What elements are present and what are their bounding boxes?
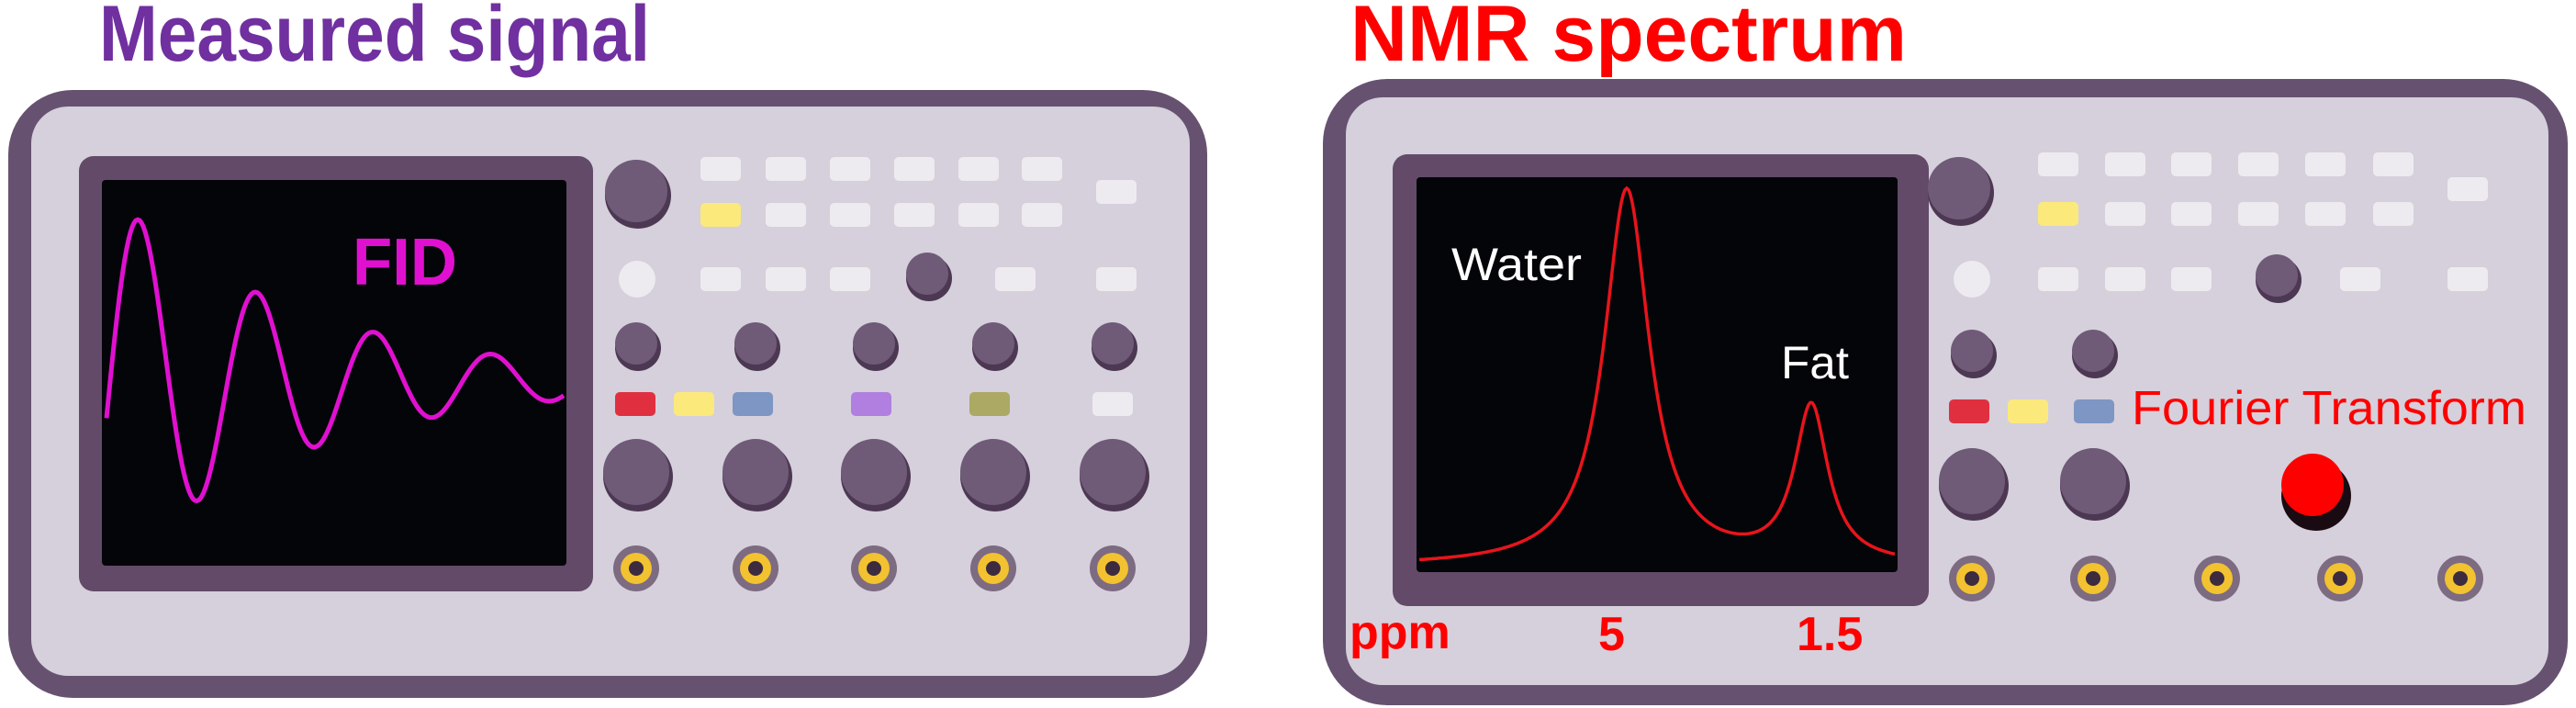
control-panel [603,157,1149,591]
indicator-key[interactable] [674,392,714,416]
panel-key[interactable] [958,157,999,181]
screen [1417,177,1898,572]
input-jack[interactable] [970,545,1016,591]
small-knob[interactable] [972,322,1018,371]
panel-key[interactable] [1096,267,1137,291]
large-knob[interactable] [841,439,911,511]
panel-key[interactable] [2447,267,2488,291]
input-jack[interactable] [2070,556,2116,601]
fid-label: FID [353,226,457,299]
fid-signal-curve [104,217,566,504]
panel-key[interactable] [830,267,870,291]
indicator-key[interactable] [969,392,1010,416]
indicator-key[interactable] [615,392,655,416]
small-knob[interactable] [734,322,780,371]
control-panel [1928,152,2488,601]
panel-key[interactable] [766,157,806,181]
nmr-spectrum-curve [1418,185,1896,562]
large-knob[interactable] [1939,448,2009,521]
panel-key[interactable] [958,203,999,227]
small-knob[interactable] [2072,330,2118,378]
axis-tick-5: 5 [1598,608,1625,661]
main-knob[interactable] [605,160,671,229]
input-jack[interactable] [2317,556,2363,601]
panel-key[interactable] [2447,177,2488,201]
indicator-key[interactable] [2074,399,2114,423]
panel-key[interactable] [2171,202,2212,226]
panel-key[interactable] [2340,267,2380,291]
input-jack[interactable] [2437,556,2483,601]
main-knob[interactable] [1928,157,1994,226]
nmr-spectrum-device: Water Fat ppm 5 1.5 Fourier Transform [1323,79,2568,705]
input-jack[interactable] [613,545,659,591]
input-jack[interactable] [1090,545,1136,591]
panel-key[interactable] [2238,152,2279,176]
panel-key[interactable] [2305,202,2346,226]
right-title: NMR spectrum [1350,0,1907,78]
left-title: Measured signal [99,0,650,78]
large-knob[interactable] [1080,439,1149,511]
panel-key[interactable] [894,203,935,227]
input-jack[interactable] [851,545,897,591]
small-knob[interactable] [615,322,661,371]
indicator-light [1954,261,1990,298]
large-knob[interactable] [960,439,1030,511]
panel-key[interactable] [2373,152,2414,176]
large-knob[interactable] [603,439,673,511]
water-peak-label: Water [1451,239,1582,290]
screen [102,180,566,566]
panel-key[interactable] [2038,267,2078,291]
indicator-key[interactable] [1949,399,1989,423]
axis-unit-label: ppm [1350,606,1450,659]
panel-key[interactable] [2038,202,2078,226]
indicator-light [619,261,655,298]
small-knob[interactable] [853,322,899,371]
panel-key[interactable] [700,157,741,181]
small-knob[interactable] [1092,322,1137,371]
input-jack[interactable] [2194,556,2240,601]
panel-key[interactable] [2038,152,2078,176]
panel-key[interactable] [830,203,870,227]
panel-key[interactable] [700,267,741,291]
input-jack[interactable] [1949,556,1995,601]
panel-key[interactable] [766,203,806,227]
panel-key[interactable] [2105,267,2145,291]
panel-key[interactable] [1022,157,1062,181]
axis-tick-1-5: 1.5 [1797,608,1863,661]
panel-key[interactable] [2305,152,2346,176]
input-jack[interactable] [733,545,778,591]
fat-peak-label: Fat [1781,337,1849,388]
panel-key[interactable] [766,267,806,291]
large-knob[interactable] [2060,448,2130,521]
panel-key[interactable] [2105,202,2145,226]
panel-key[interactable] [2171,267,2212,291]
fourier-transform-label: Fourier Transform [2132,382,2526,435]
panel-key[interactable] [2171,152,2212,176]
small-knob[interactable] [1951,330,1997,378]
indicator-key[interactable] [733,392,773,416]
panel-key[interactable] [894,157,935,181]
panel-key[interactable] [2105,152,2145,176]
large-knob[interactable] [722,439,792,511]
indicator-key[interactable] [851,392,891,416]
panel-key[interactable] [1096,180,1137,204]
small-knob[interactable] [906,253,952,301]
panel-key[interactable] [995,267,1036,291]
small-knob[interactable] [2256,254,2302,303]
panel-key[interactable] [1022,203,1062,227]
panel-key[interactable] [700,203,741,227]
fourier-transform-button[interactable] [2281,454,2351,531]
indicator-key[interactable] [2008,399,2048,423]
panel-key[interactable] [830,157,870,181]
measured-signal-device: FID [8,90,1207,698]
panel-key[interactable] [2238,202,2279,226]
indicator-key[interactable] [1092,392,1133,416]
panel-key[interactable] [2373,202,2414,226]
